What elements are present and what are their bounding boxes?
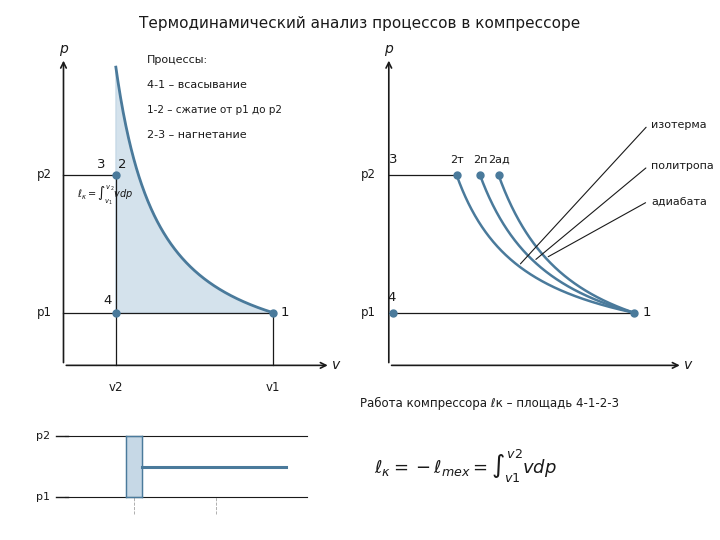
Text: $\ell_\kappa = \int_{v_1}^{v_2} vdp$: $\ell_\kappa = \int_{v_1}^{v_2} vdp$ <box>76 184 132 207</box>
Text: v2: v2 <box>109 381 123 395</box>
Text: адиабата: адиабата <box>651 197 707 206</box>
Text: p2: p2 <box>361 168 376 181</box>
Text: 3: 3 <box>389 153 397 166</box>
Text: Процессы:: Процессы: <box>148 55 208 65</box>
Text: v1: v1 <box>266 381 280 395</box>
Text: v: v <box>332 359 340 373</box>
Text: 1: 1 <box>281 306 289 319</box>
Text: 1-2 – сжатие от р1 до р2: 1-2 – сжатие от р1 до р2 <box>148 105 282 114</box>
Text: Термодинамический анализ процессов в компрессоре: Термодинамический анализ процессов в ком… <box>140 16 580 31</box>
Text: 2-3 – нагнетание: 2-3 – нагнетание <box>148 130 247 140</box>
Text: изотерма: изотерма <box>651 120 706 130</box>
Text: 2ад: 2ад <box>487 155 509 165</box>
Text: 3: 3 <box>97 158 106 171</box>
Polygon shape <box>116 67 273 313</box>
Text: p2: p2 <box>37 168 52 181</box>
Text: 1: 1 <box>642 306 651 319</box>
Text: p1: p1 <box>361 306 376 319</box>
Text: p: p <box>384 42 393 56</box>
Text: 4: 4 <box>104 294 112 307</box>
Text: 4-1 – всасывание: 4-1 – всасывание <box>148 80 247 90</box>
Text: $\ell_{\kappa} = -\ell_{mex} = \int_{v1}^{v2} vdp$: $\ell_{\kappa} = -\ell_{mex} = \int_{v1}… <box>374 448 557 485</box>
Text: 2п: 2п <box>473 155 487 165</box>
Text: 4: 4 <box>387 291 396 304</box>
Text: p2: p2 <box>36 431 50 441</box>
Text: p1: p1 <box>36 492 50 502</box>
Text: 2т: 2т <box>450 155 464 165</box>
Text: Работа компрессора ℓк – площадь 4-1-2-3: Работа компрессора ℓк – площадь 4-1-2-3 <box>360 397 619 410</box>
Text: v: v <box>684 359 693 373</box>
Text: политропа: политропа <box>651 161 714 171</box>
Text: p: p <box>59 42 68 56</box>
Text: p1: p1 <box>37 306 52 319</box>
Text: 2: 2 <box>118 158 127 171</box>
